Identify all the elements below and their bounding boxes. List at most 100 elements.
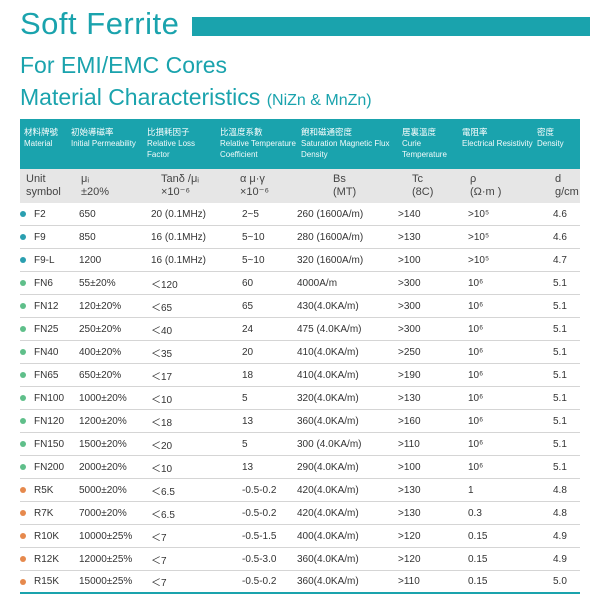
material-cell: FN100 xyxy=(20,393,67,404)
table-cell: >10⁵ xyxy=(468,254,490,266)
table-cell: -0.5-3.0 xyxy=(242,553,277,565)
table-cell: 0.15 xyxy=(468,530,488,542)
table-row: FN65 650±20% ＜17 18 410(4.0KA/m) >190 10⁶ 5.1 xyxy=(20,364,580,387)
table-cell: 0.15 xyxy=(468,553,488,565)
table-cell: 5~10 xyxy=(242,231,265,243)
header-label-en: Initial Permeability xyxy=(71,139,136,148)
material-table: 材料牌號 Material 初始導磁率 Initial Permeability 比損耗… xyxy=(20,119,580,594)
unit-label: Tanδ /μᵢ xyxy=(161,173,200,185)
table-cell: 5 xyxy=(242,392,248,404)
bullet-dot-icon xyxy=(20,234,26,240)
table-cell: 5.1 xyxy=(553,461,567,473)
table-cell: >190 xyxy=(398,369,421,381)
material-name: FN65 xyxy=(34,369,59,381)
material-cell: F9-L xyxy=(20,255,67,266)
table-cell: 4.8 xyxy=(553,507,567,519)
unit-symbol: ±20% xyxy=(81,186,110,198)
material-name: FN40 xyxy=(34,346,59,358)
table-cell: >10⁵ xyxy=(468,208,490,220)
bullet-dot-icon xyxy=(20,441,26,447)
table-cell: 120±20% xyxy=(79,300,122,312)
table-cell: 410(4.0KA/m) xyxy=(297,346,359,358)
unit-cell: Unit symbol xyxy=(20,169,67,203)
table-row: R7K 7000±20% ＜6.5 -0.5-0.2 420(4.0KA/m) >130 0… xyxy=(20,502,580,525)
table-row: R10K 10000±25% ＜7 -0.5-1.5 400(4.0KA/m) >120 0… xyxy=(20,525,580,548)
bullet-dot-icon xyxy=(20,487,26,493)
table-cell: 20 (0.1MHz) xyxy=(151,208,207,220)
table-cell: ＜65 xyxy=(151,302,173,314)
table-cell: 400±20% xyxy=(79,346,122,358)
table-cell: 5.1 xyxy=(553,300,567,312)
table-cell: >130 xyxy=(398,231,421,243)
material-name: FN12 xyxy=(34,300,59,312)
table-cell: 5~10 xyxy=(242,254,265,266)
table-cell: 1500±20% xyxy=(79,438,127,450)
header-cell: 電阻率 Electrical Resistivity xyxy=(458,119,533,169)
table-cell: 10000±25% xyxy=(79,530,133,542)
table-cell: ＜20 xyxy=(151,440,173,452)
material-cell: FN12 xyxy=(20,301,67,312)
table-cell: ＜6.5 xyxy=(151,486,175,498)
table-cell: 290(4.0KA/m) xyxy=(297,461,359,473)
material-name: FN150 xyxy=(34,438,65,450)
header-cell: 比溫度系數 Relative Temperature Coefficient xyxy=(216,119,297,169)
unit-cell: Tanδ /μᵢ ×10⁻⁶ xyxy=(143,169,216,203)
material-cell: FN40 xyxy=(20,347,67,358)
table-cell: 10⁶ xyxy=(468,392,484,404)
material-cell: FN150 xyxy=(20,439,67,450)
bullet-dot-icon xyxy=(20,349,26,355)
material-name: F2 xyxy=(34,208,46,220)
table-cell: 5.1 xyxy=(553,277,567,289)
unit-cell: μᵢ ±20% xyxy=(67,169,143,203)
table-cell: 13 xyxy=(242,415,254,427)
table-cell: >300 xyxy=(398,323,421,335)
table-cell: 1200 xyxy=(79,254,102,266)
bullet-dot-icon xyxy=(20,510,26,516)
unit-label: d xyxy=(555,173,562,185)
table-cell: ＜10 xyxy=(151,394,173,406)
table-cell: 24 xyxy=(242,323,254,335)
table-cell: -0.5-0.2 xyxy=(242,484,277,496)
table-cell: 410(4.0KA/m) xyxy=(297,369,359,381)
table-cell: ＜10 xyxy=(151,463,173,475)
table-cell: 320 (1600A/m) xyxy=(297,254,364,266)
material-name: R15K xyxy=(34,576,60,587)
table-cell: 15000±25% xyxy=(79,576,133,587)
unit-symbol: (Ω·m ) xyxy=(470,186,502,198)
header-cell: 居裏溫度 Curie Temperature xyxy=(398,119,458,169)
table-cell: 4.9 xyxy=(553,530,567,542)
table-row: FN6 55±20% ＜120 60 4000A/m >300 10⁶ 5.1 xyxy=(20,272,580,295)
unit-label: ρ xyxy=(470,173,477,185)
table-cell: 10⁶ xyxy=(468,323,484,335)
material-cell: FN65 xyxy=(20,370,67,381)
table-cell: 280 (1600A/m) xyxy=(297,231,364,243)
material-name: FN25 xyxy=(34,323,59,335)
table-cell: 0.15 xyxy=(468,576,488,587)
material-cell: FN120 xyxy=(20,416,67,427)
table-cell: 650 xyxy=(79,208,96,220)
table-cell: 250±20% xyxy=(79,323,122,335)
header-cell: 材料牌號 Material xyxy=(20,119,67,169)
table-row: FN100 1000±20% ＜10 5 320(4.0KA/m) >130 10⁶ 5.1 xyxy=(20,387,580,410)
table-cell: 5000±20% xyxy=(79,484,127,496)
table-cell: 65 xyxy=(242,300,254,312)
header-label-en: Curie Temperature xyxy=(402,139,447,159)
material-name: R5K xyxy=(34,484,54,496)
table-row: FN12 120±20% ＜65 65 430(4.0KA/m) >300 10⁶ 5.1 xyxy=(20,295,580,318)
table-cell: ＜120 xyxy=(151,279,178,291)
bullet-dot-icon xyxy=(20,418,26,424)
table-cell: 4.6 xyxy=(553,231,567,243)
table-cell: 650±20% xyxy=(79,369,122,381)
table-cell: 4.6 xyxy=(553,208,567,220)
material-name: FN100 xyxy=(34,392,65,404)
table-cell: ＜40 xyxy=(151,325,173,337)
header-label-en: Relative Loss Factor xyxy=(147,139,196,159)
table-cell: >110 xyxy=(398,576,420,587)
material-name: FN200 xyxy=(34,461,65,473)
table-cell: 5 xyxy=(242,438,248,450)
table-row: FN120 1200±20% ＜18 13 360(4.0KA/m) >160 10⁶ 5.1 xyxy=(20,410,580,433)
unit-cell: α μ·γ ×10⁻⁶ xyxy=(216,169,297,203)
header-label-cn: 比溫度系數 xyxy=(220,127,263,137)
header-label-en: Density xyxy=(537,139,564,148)
material-cell: FN6 xyxy=(20,278,67,289)
